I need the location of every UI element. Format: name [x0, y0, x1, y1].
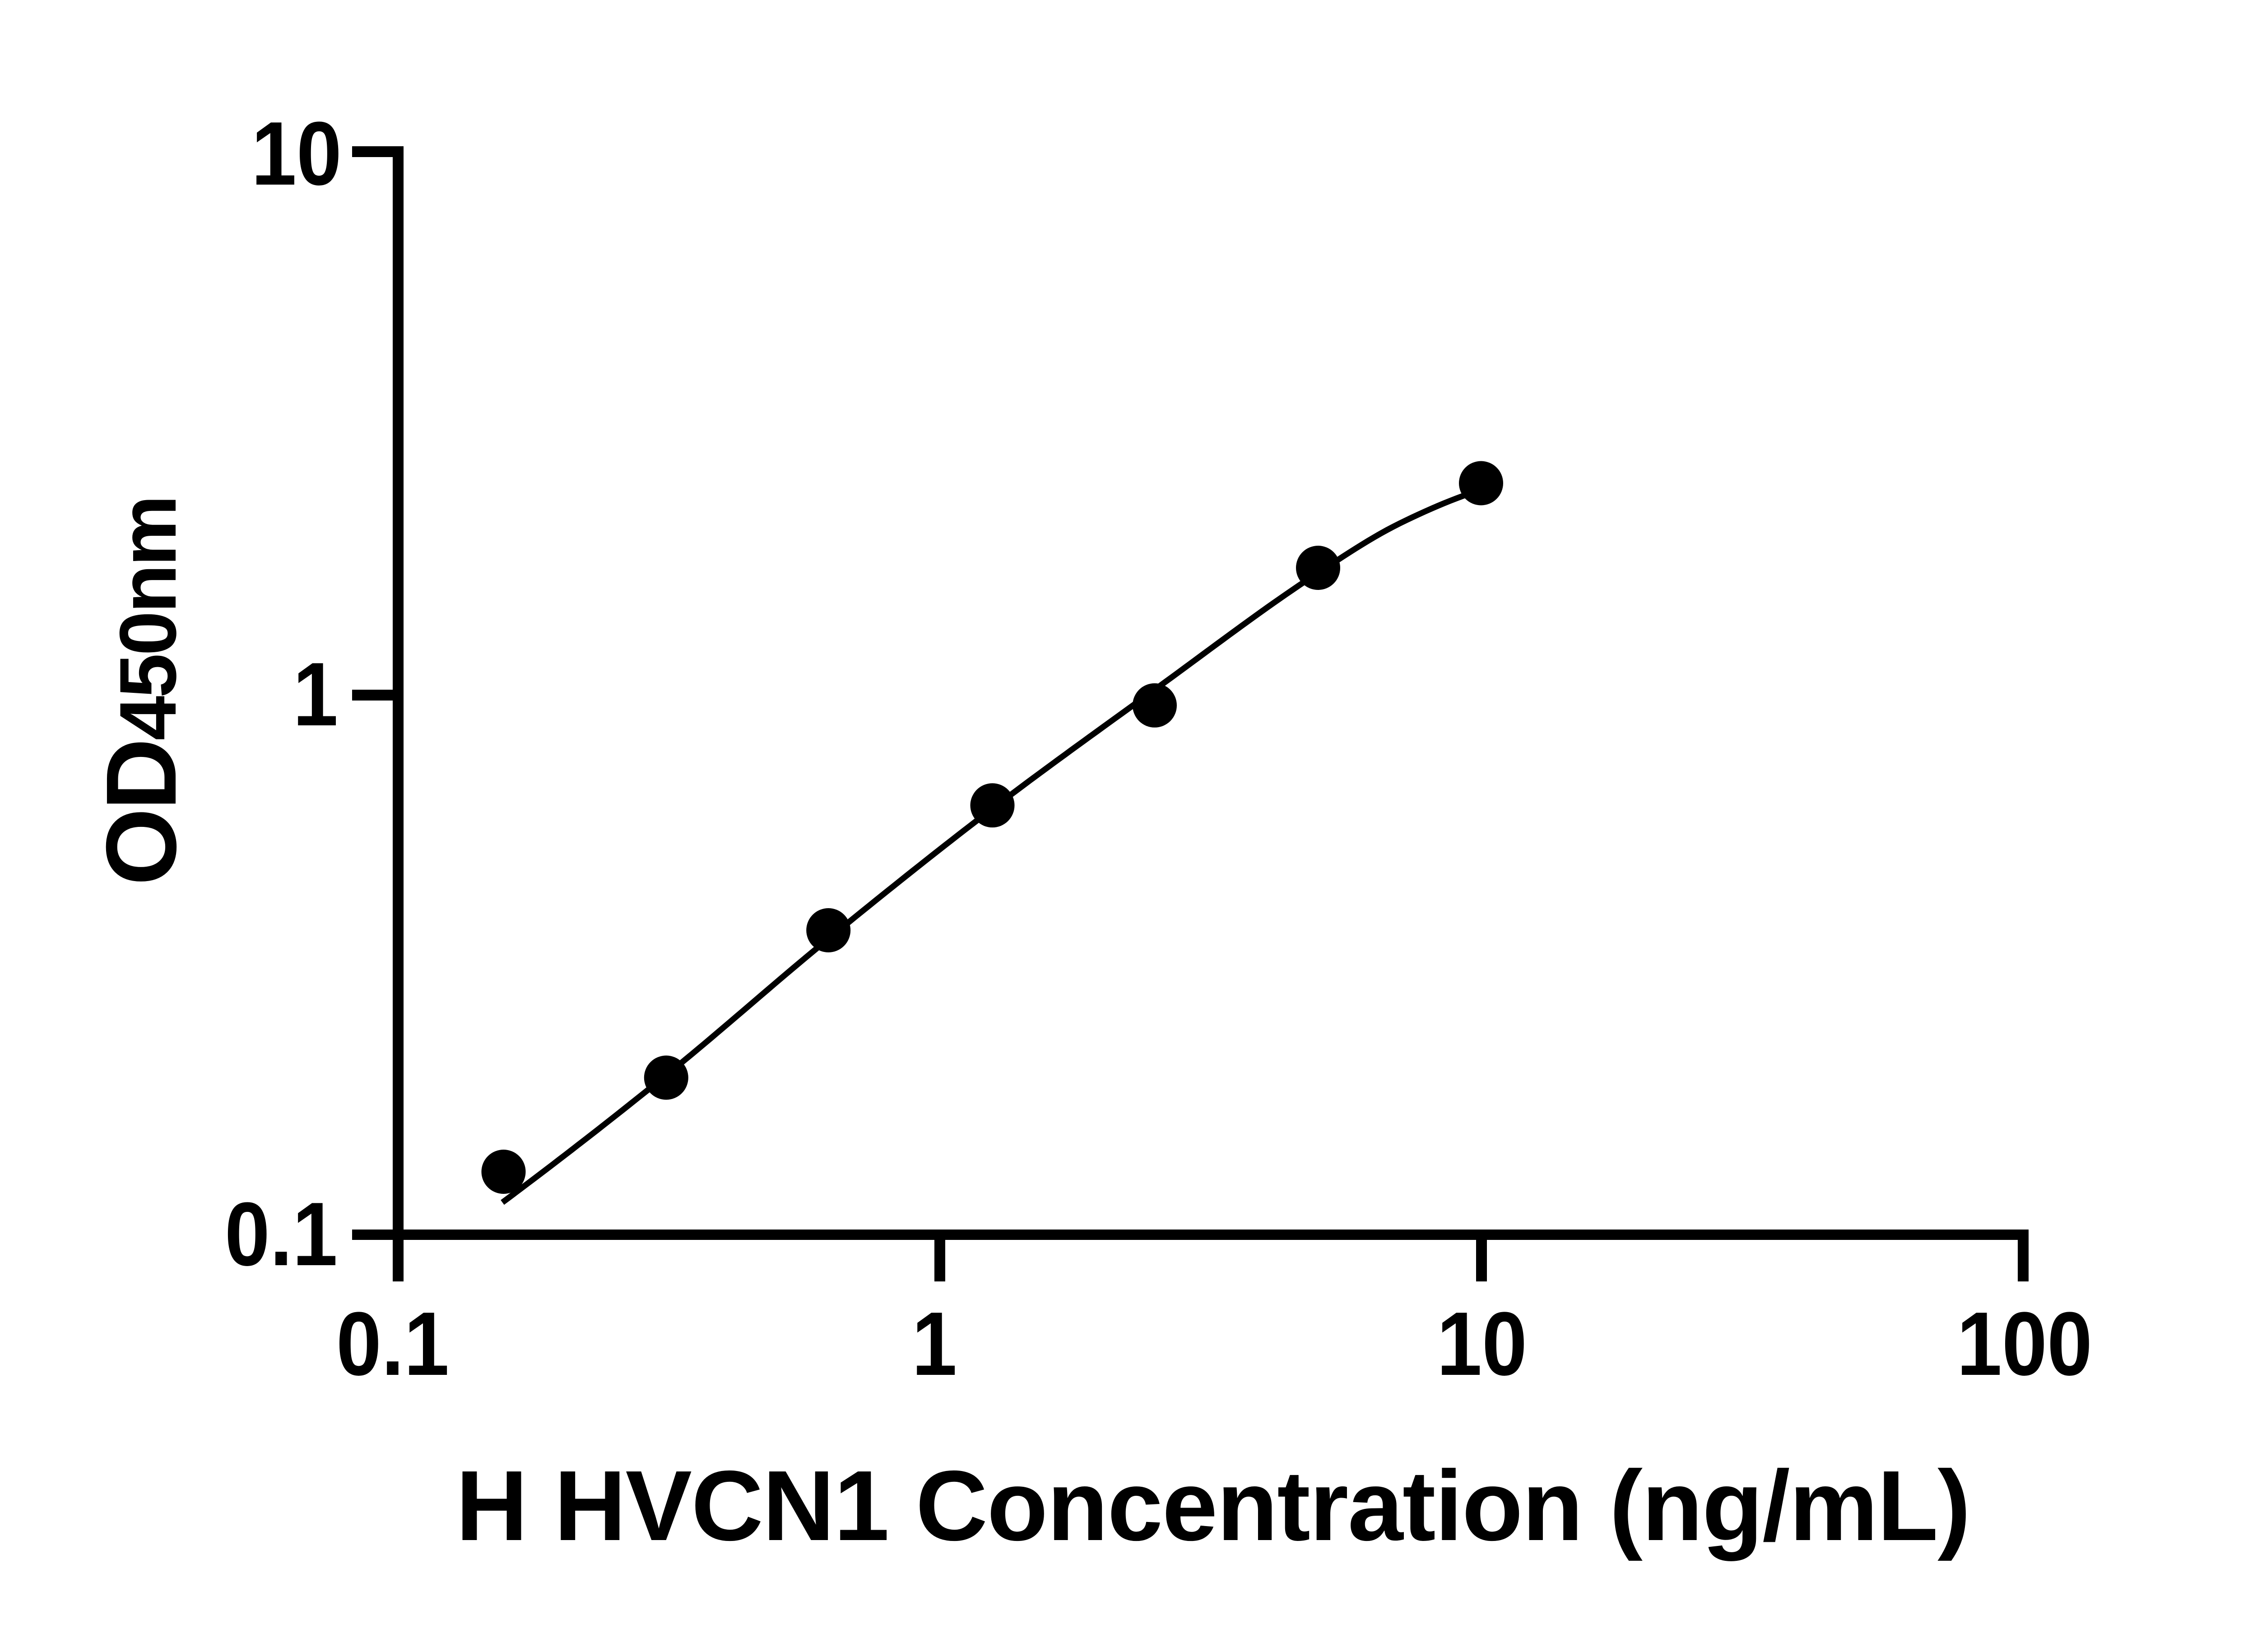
- svg-text:10: 10: [1437, 1294, 1527, 1394]
- svg-text:100: 100: [1957, 1294, 2092, 1394]
- svg-text:H HVCN1 Concentration (ng/mL): H HVCN1 Concentration (ng/mL): [456, 1450, 1970, 1561]
- svg-text:1: 1: [912, 1294, 957, 1394]
- svg-text:OD450nm: OD450nm: [85, 497, 197, 886]
- svg-text:10: 10: [251, 103, 342, 204]
- svg-text:0.1: 0.1: [225, 1184, 338, 1285]
- svg-text:0.1: 0.1: [336, 1294, 449, 1394]
- svg-text:1: 1: [293, 644, 338, 745]
